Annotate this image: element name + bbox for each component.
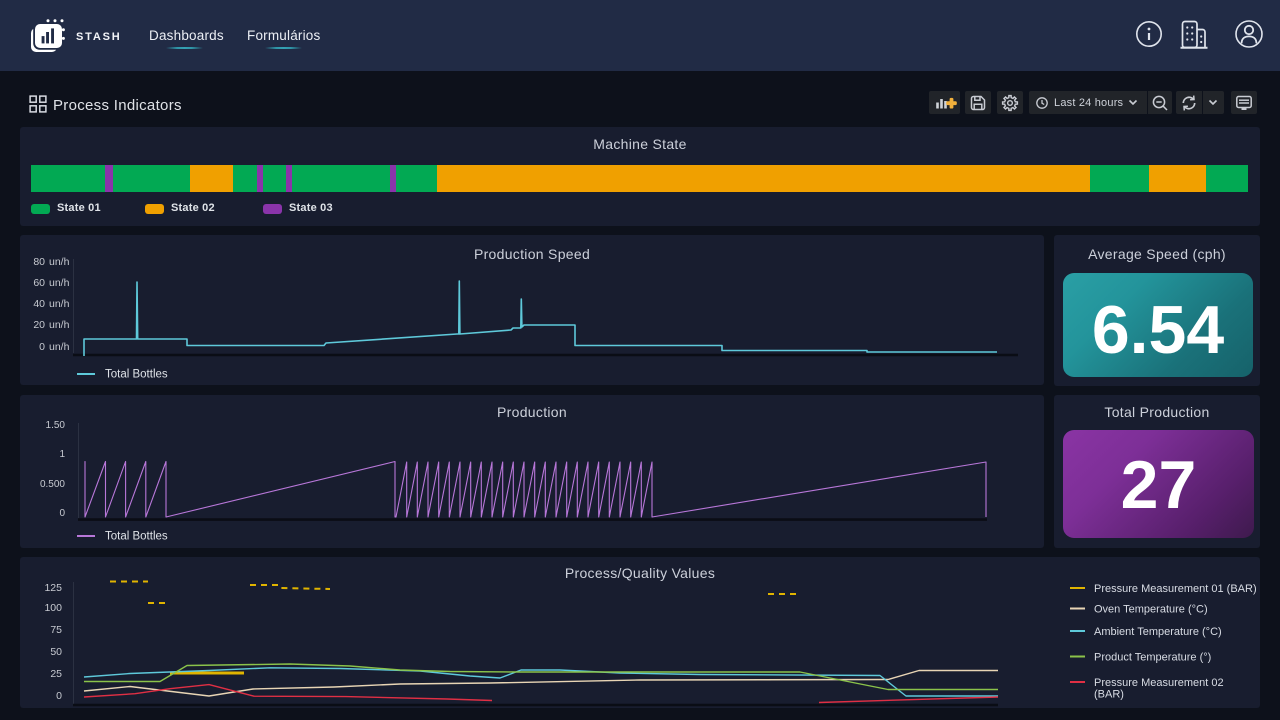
svg-text:50: 50 bbox=[50, 646, 62, 658]
svg-text:0: 0 bbox=[59, 508, 65, 519]
svg-text:Oven Temperature (°C): Oven Temperature (°C) bbox=[1094, 604, 1208, 616]
svg-text:un/h: un/h bbox=[49, 319, 70, 331]
svg-text:100: 100 bbox=[44, 602, 62, 614]
svg-text:125: 125 bbox=[44, 582, 62, 594]
svg-text:0: 0 bbox=[39, 341, 45, 353]
svg-text:25: 25 bbox=[50, 668, 62, 680]
svg-text:0.500: 0.500 bbox=[40, 479, 65, 490]
svg-text:Total Bottles: Total Bottles bbox=[105, 531, 168, 543]
svg-text:40: 40 bbox=[33, 298, 45, 310]
svg-text:60: 60 bbox=[33, 277, 45, 289]
svg-text:Product Temperature (°): Product Temperature (°) bbox=[1094, 652, 1211, 664]
svg-text:20: 20 bbox=[33, 319, 45, 331]
svg-text:un/h: un/h bbox=[49, 277, 70, 289]
svg-text:0: 0 bbox=[56, 690, 62, 702]
svg-text:Pressure Measurement 02: Pressure Measurement 02 bbox=[1094, 677, 1224, 689]
svg-text:1.50: 1.50 bbox=[46, 420, 66, 431]
svg-text:80: 80 bbox=[33, 256, 45, 268]
svg-text:Pressure Measurement 01 (BAR): Pressure Measurement 01 (BAR) bbox=[1094, 583, 1257, 595]
svg-text:Total Bottles: Total Bottles bbox=[105, 369, 168, 381]
svg-text:un/h: un/h bbox=[49, 256, 70, 268]
svg-text:un/h: un/h bbox=[49, 298, 70, 310]
svg-text:Ambient Temperature (°C): Ambient Temperature (°C) bbox=[1094, 626, 1222, 638]
svg-text:75: 75 bbox=[50, 624, 62, 636]
svg-text:1: 1 bbox=[59, 449, 65, 460]
svg-text:(BAR): (BAR) bbox=[1094, 689, 1124, 701]
svg-text:un/h: un/h bbox=[49, 341, 70, 353]
